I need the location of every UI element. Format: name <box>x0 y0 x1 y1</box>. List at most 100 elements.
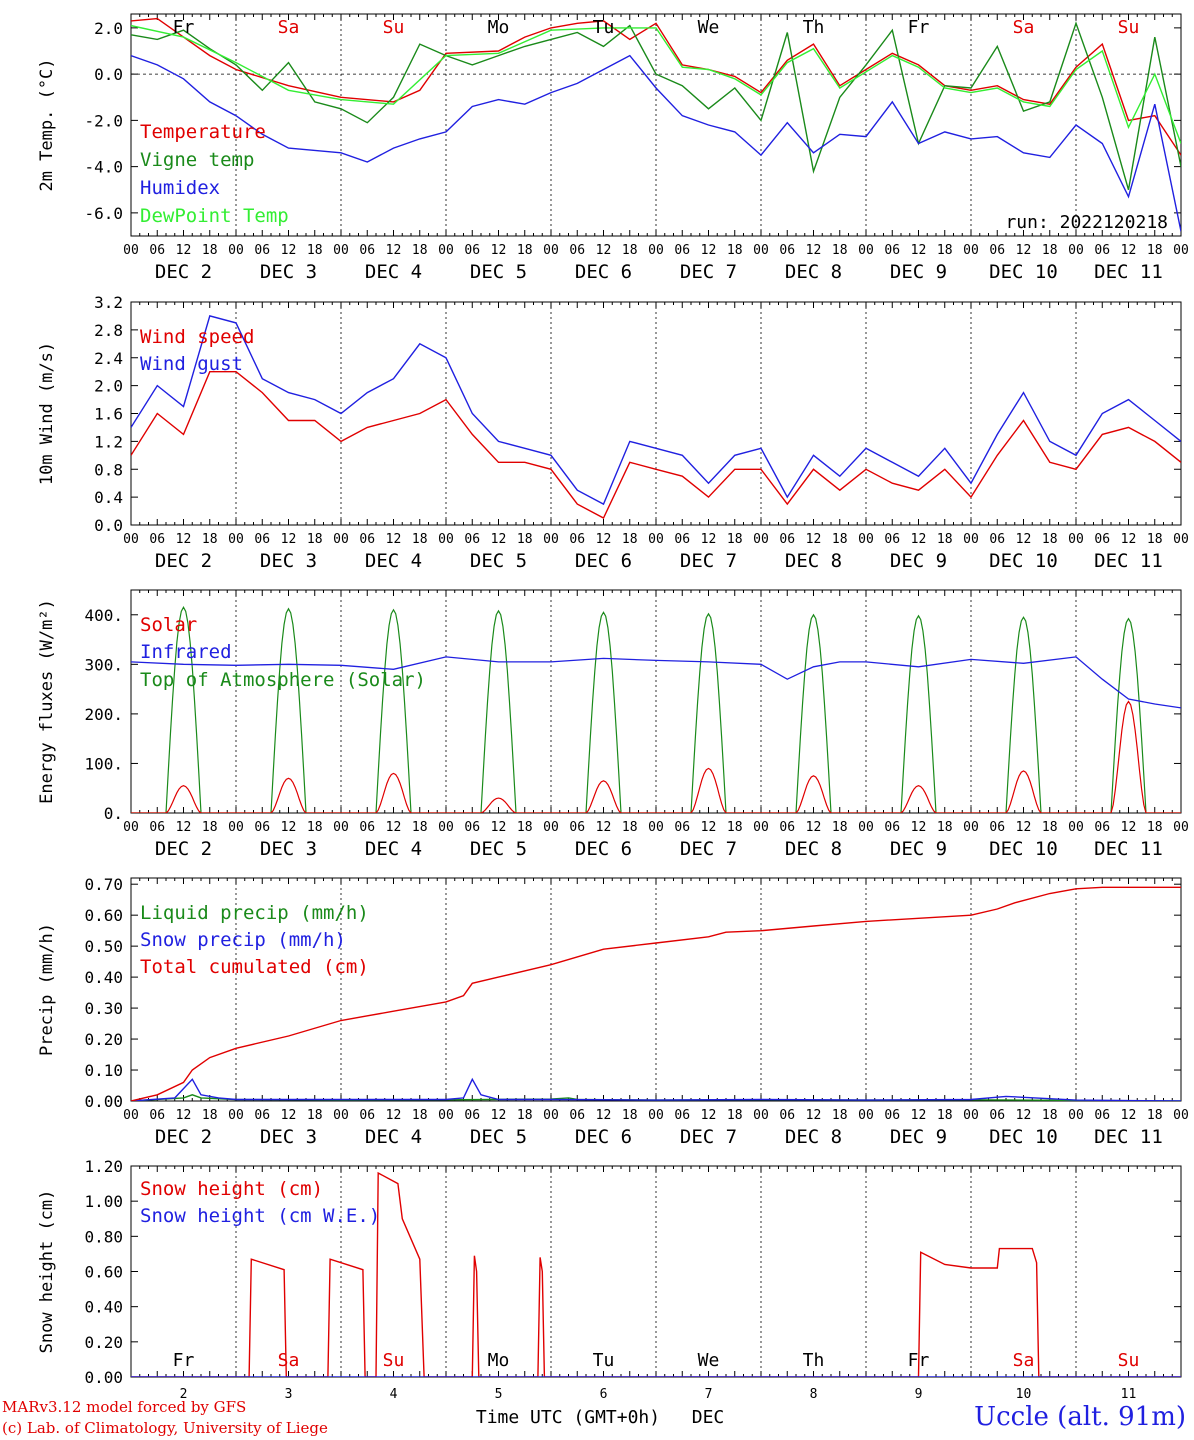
date-label: DEC 11 <box>1094 1126 1163 1148</box>
hour-tick-label: 18 <box>1042 1108 1058 1123</box>
hour-tick-label: 00 <box>228 243 244 258</box>
y-tick-label: 0.4 <box>94 488 123 507</box>
series-vigne-temp <box>131 21 1181 190</box>
hour-tick-label: 12 <box>701 1108 717 1123</box>
date-label: DEC 4 <box>365 261 422 283</box>
hour-tick-label: 18 <box>622 243 638 258</box>
hour-tick-label: 06 <box>149 820 165 835</box>
hour-tick-label: 18 <box>1147 243 1163 258</box>
y-axis-label: 2m Temp. (°C) <box>37 58 57 191</box>
hour-tick-label: 18 <box>517 532 533 547</box>
y-tick-label: 300. <box>84 655 123 674</box>
hour-tick-label: 00 <box>1173 820 1189 835</box>
hour-tick-label: 06 <box>674 1108 690 1123</box>
date-label: DEC 7 <box>680 1126 737 1148</box>
day-number-label: 11 <box>1121 1387 1137 1402</box>
series-humidex <box>131 54 1181 232</box>
date-label: DEC 6 <box>575 550 632 572</box>
y-tick-label: 0.10 <box>84 1061 123 1080</box>
hour-tick-label: 06 <box>569 1108 585 1123</box>
hour-tick-label: 18 <box>832 532 848 547</box>
hour-tick-label: 06 <box>569 820 585 835</box>
x-axis-label: Time UTC (GMT+0h) <box>476 1407 660 1428</box>
legend-entry: Snow precip (mm/h) <box>140 929 346 951</box>
weekday-label: Fr <box>173 1350 195 1371</box>
date-label: DEC 4 <box>365 838 422 860</box>
hour-tick-label: 00 <box>438 532 454 547</box>
hour-tick-label: 00 <box>858 1108 874 1123</box>
hour-tick-label: 12 <box>176 532 192 547</box>
hour-tick-label: 18 <box>412 532 428 547</box>
y-tick-label: 0.40 <box>84 968 123 987</box>
hour-tick-label: 00 <box>648 243 664 258</box>
y-tick-label: 0. <box>104 804 123 823</box>
hour-tick-label: 18 <box>517 820 533 835</box>
hour-tick-label: 12 <box>806 243 822 258</box>
legend-entry: Wind speed <box>140 326 254 348</box>
hour-tick-label: 00 <box>1173 243 1189 258</box>
y-axis-label: Energy fluxes (W/m²) <box>37 599 57 804</box>
hour-tick-label: 12 <box>911 1108 927 1123</box>
day-number-label: 7 <box>705 1387 713 1402</box>
hour-tick-label: 00 <box>333 820 349 835</box>
date-label: DEC 5 <box>470 550 527 572</box>
y-tick-label: 0.60 <box>84 1263 123 1282</box>
hour-tick-label: 00 <box>333 1108 349 1123</box>
legend-entry: DewPoint Temp <box>140 205 289 227</box>
y-tick-label: 2.8 <box>94 321 123 340</box>
legend-entry: Humidex <box>140 177 220 199</box>
series-snow-precip-mm-h- <box>131 1077 1181 1101</box>
hour-tick-label: 00 <box>438 243 454 258</box>
date-label: DEC 6 <box>575 838 632 860</box>
y-tick-label: 0.8 <box>94 460 123 479</box>
model-credit: MARv3.12 model forced by GFS <box>2 1398 247 1416</box>
hour-tick-label: 12 <box>176 820 192 835</box>
weekday-label: Sa <box>278 1350 300 1371</box>
hour-tick-label: 18 <box>937 532 953 547</box>
hour-tick-label: 00 <box>963 243 979 258</box>
hour-tick-label: 00 <box>438 820 454 835</box>
weekday-label: Su <box>383 17 405 38</box>
hour-tick-label: 18 <box>412 243 428 258</box>
hour-tick-label: 12 <box>281 532 297 547</box>
hour-tick-label: 00 <box>123 243 139 258</box>
date-label: DEC 3 <box>260 838 317 860</box>
series-dewpoint-temp <box>131 24 1181 144</box>
hour-tick-label: 12 <box>281 820 297 835</box>
day-number-label: 10 <box>1016 1387 1032 1402</box>
weekday-label: Th <box>803 1350 825 1371</box>
panel-4: 0.00 0.10 0.20 0.30 0.40 0.50 0.60 0.70 Precip (… <box>37 875 1189 1148</box>
day-number-label: 2 <box>180 1387 188 1402</box>
hour-tick-label: 12 <box>911 243 927 258</box>
lab-credit: (c) Lab. of Climatology, University of L… <box>2 1419 328 1437</box>
hour-tick-label: 00 <box>753 243 769 258</box>
date-label: DEC 2 <box>155 261 212 283</box>
panel-2: 0.0 0.4 0.8 1.2 1.6 2.0 2.4 2.8 3.2 10m Wind (m/s… <box>37 293 1189 572</box>
y-tick-label: 0.20 <box>84 1333 123 1352</box>
date-label: DEC 8 <box>785 838 842 860</box>
hour-tick-label: 12 <box>1121 532 1137 547</box>
hour-tick-label: 00 <box>543 532 559 547</box>
day-number-label: 3 <box>285 1387 293 1402</box>
hour-tick-label: 06 <box>464 1108 480 1123</box>
date-label: DEC 5 <box>470 1126 527 1148</box>
hour-tick-label: 18 <box>202 820 218 835</box>
weekday-label: Sa <box>278 17 300 38</box>
hour-tick-label: 18 <box>727 532 743 547</box>
hour-tick-label: 18 <box>1042 820 1058 835</box>
hour-tick-label: 06 <box>779 243 795 258</box>
hour-tick-label: 06 <box>674 243 690 258</box>
legend-entry: Wind gust <box>140 353 243 375</box>
day-number-label: 4 <box>390 1387 398 1402</box>
series-wind-gust <box>131 315 1181 506</box>
hour-tick-label: 06 <box>359 1108 375 1123</box>
hour-tick-label: 00 <box>858 532 874 547</box>
date-label: DEC 4 <box>365 550 422 572</box>
hour-tick-label: 12 <box>806 1108 822 1123</box>
series-snow-height-cm- <box>131 1171 1181 1377</box>
hour-tick-label: 00 <box>1173 532 1189 547</box>
hour-tick-label: 12 <box>386 532 402 547</box>
x-axis-month: DEC <box>692 1407 725 1428</box>
hour-tick-label: 18 <box>412 1108 428 1123</box>
day-number-label: 9 <box>915 1387 923 1402</box>
